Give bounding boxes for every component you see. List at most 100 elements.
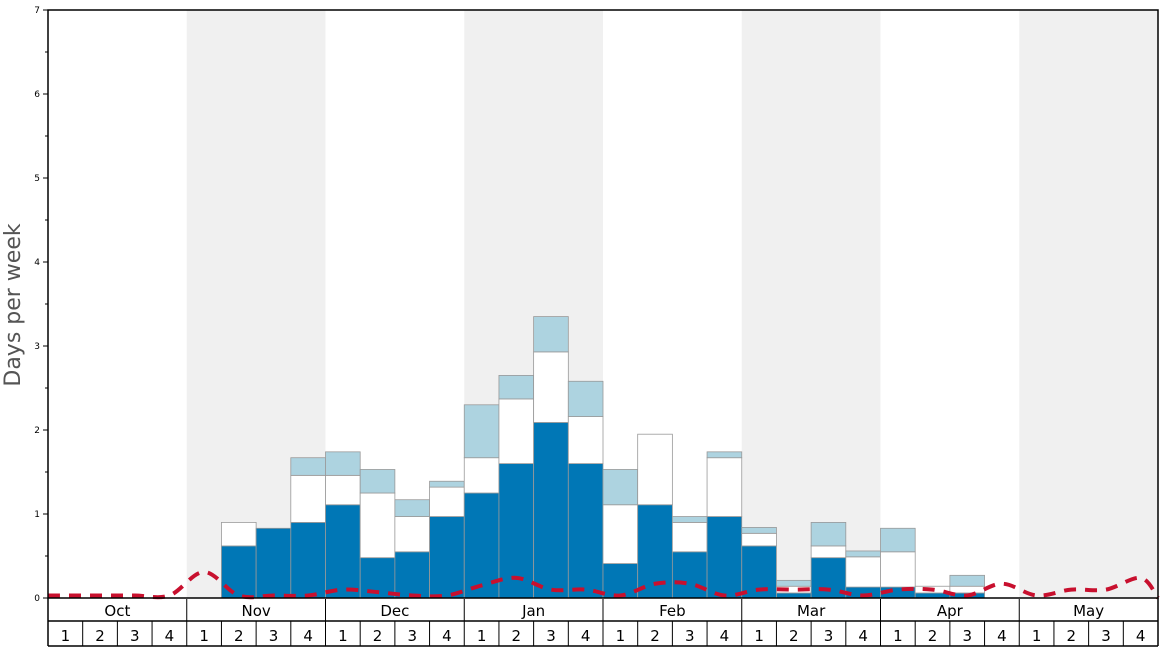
y-tick-label: 5 xyxy=(34,174,40,184)
week-label: 1 xyxy=(338,627,348,645)
bar-segment-series-2 xyxy=(325,474,361,506)
week-label: 4 xyxy=(165,627,175,645)
bar-segment-series-3 xyxy=(325,451,361,476)
bar-segment-series-1 xyxy=(706,516,743,599)
week-label: 1 xyxy=(616,627,626,645)
y-tick-label: 4 xyxy=(34,258,40,268)
bar-segment-series-1 xyxy=(498,463,535,599)
bar-segment-series-3 xyxy=(290,457,326,476)
y-tick-label: 2 xyxy=(34,426,40,436)
axis-layer: 0 1 2 3 4 5 6 7 Oct Nov Dec Jan Feb Mar Apr May 1 2 3 4 1 2 3 4… xyxy=(34,6,1159,647)
month-label: Apr xyxy=(937,602,964,620)
bar-segment-series-2 xyxy=(880,551,916,588)
bar-segment-series-2 xyxy=(359,492,396,559)
bar-segment-series-1 xyxy=(567,463,604,599)
week-label: 3 xyxy=(1101,627,1111,645)
bar-segment-series-2 xyxy=(221,522,257,547)
month-label: Oct xyxy=(104,602,130,620)
bar-segment-series-3 xyxy=(429,480,465,488)
line-series-dashed xyxy=(47,569,1160,600)
y-tick-label: 1 xyxy=(34,510,40,520)
week-label: 3 xyxy=(685,627,695,645)
week-label: 4 xyxy=(1136,627,1146,645)
week-label: 4 xyxy=(997,627,1007,645)
bar-segment-series-3 xyxy=(741,527,777,534)
week-label: 1 xyxy=(893,627,903,645)
bar-segment-series-2 xyxy=(741,532,777,547)
bar-segment-series-3 xyxy=(359,469,396,494)
y-axis-label: Days per week xyxy=(1,223,26,386)
week-label: 3 xyxy=(824,627,834,645)
week-label: 2 xyxy=(789,627,799,645)
bar-segment-series-3 xyxy=(706,451,743,459)
bar-segment-series-2 xyxy=(637,433,673,506)
bar-segment-series-3 xyxy=(602,469,639,506)
bar-segment-series-3 xyxy=(949,574,985,587)
bar-segment-series-1 xyxy=(325,504,361,599)
week-label: 1 xyxy=(61,627,71,645)
bar-segment-series-3 xyxy=(463,404,500,459)
week-label: 1 xyxy=(754,627,764,645)
bar-segment-series-3 xyxy=(810,522,847,547)
y-tick-label: 7 xyxy=(34,6,40,16)
bar-segment-series-1 xyxy=(671,551,708,599)
week-label: 2 xyxy=(95,627,105,645)
bar-segment-series-2 xyxy=(602,504,639,564)
bar-segment-series-3 xyxy=(776,579,812,587)
month-label: Jan xyxy=(521,602,545,620)
week-label: 3 xyxy=(546,627,556,645)
week-label: 2 xyxy=(234,627,244,645)
week-label: 4 xyxy=(303,627,313,645)
week-label: 4 xyxy=(720,627,730,645)
bar-segment-series-3 xyxy=(567,380,604,417)
month-shade-band xyxy=(741,10,881,598)
bar-segment-series-2 xyxy=(671,522,708,553)
week-label: 1 xyxy=(1032,627,1042,645)
bar-segment-series-3 xyxy=(845,550,881,558)
month-label: Nov xyxy=(241,602,270,620)
y-tick-label: 6 xyxy=(34,90,40,100)
bar-segment-series-2 xyxy=(394,516,430,553)
y-tick-label: 3 xyxy=(34,342,40,352)
week-label: 1 xyxy=(477,627,487,645)
month-label: May xyxy=(1073,602,1104,620)
week-label: 4 xyxy=(858,627,868,645)
month-shade-band xyxy=(1019,10,1158,598)
week-label: 3 xyxy=(269,627,279,645)
bar-segment-series-2 xyxy=(498,398,535,465)
week-label: 4 xyxy=(442,627,452,645)
bar-segment-series-3 xyxy=(394,499,430,517)
bar-segment-series-3 xyxy=(880,527,916,553)
bar-segment-series-3 xyxy=(671,516,708,523)
bar-segment-series-2 xyxy=(845,556,881,588)
week-label: 1 xyxy=(199,627,209,645)
bar-segment-series-1 xyxy=(221,545,257,599)
bar-segment-series-2 xyxy=(463,457,500,494)
bar-segment-series-1 xyxy=(290,522,326,599)
week-label: 2 xyxy=(928,627,938,645)
week-label: 3 xyxy=(130,627,140,645)
bar-segment-series-3 xyxy=(533,316,569,353)
bar-segment-series-2 xyxy=(290,474,326,523)
week-label: 4 xyxy=(581,627,591,645)
bar-segment-series-1 xyxy=(429,516,465,599)
bar-segment-series-1 xyxy=(533,422,569,599)
bar-segment-series-2 xyxy=(810,545,847,559)
bar-segment-series-2 xyxy=(533,351,569,423)
month-label: Dec xyxy=(380,602,409,620)
line-layer xyxy=(47,569,1160,600)
bar-segment-series-2 xyxy=(706,457,743,517)
bar-segment-series-2 xyxy=(429,486,465,517)
week-label: 2 xyxy=(650,627,660,645)
week-label: 2 xyxy=(373,627,383,645)
week-label: 2 xyxy=(1067,627,1077,645)
bar-segment-series-2 xyxy=(567,416,604,464)
bar-segment-series-1 xyxy=(776,592,812,599)
month-shading-layer xyxy=(186,10,1158,598)
bar-segment-series-3 xyxy=(498,374,535,400)
bar-segment-series-2 xyxy=(949,585,985,594)
month-label: Feb xyxy=(659,602,686,620)
y-tick-label: 0 xyxy=(34,594,40,604)
